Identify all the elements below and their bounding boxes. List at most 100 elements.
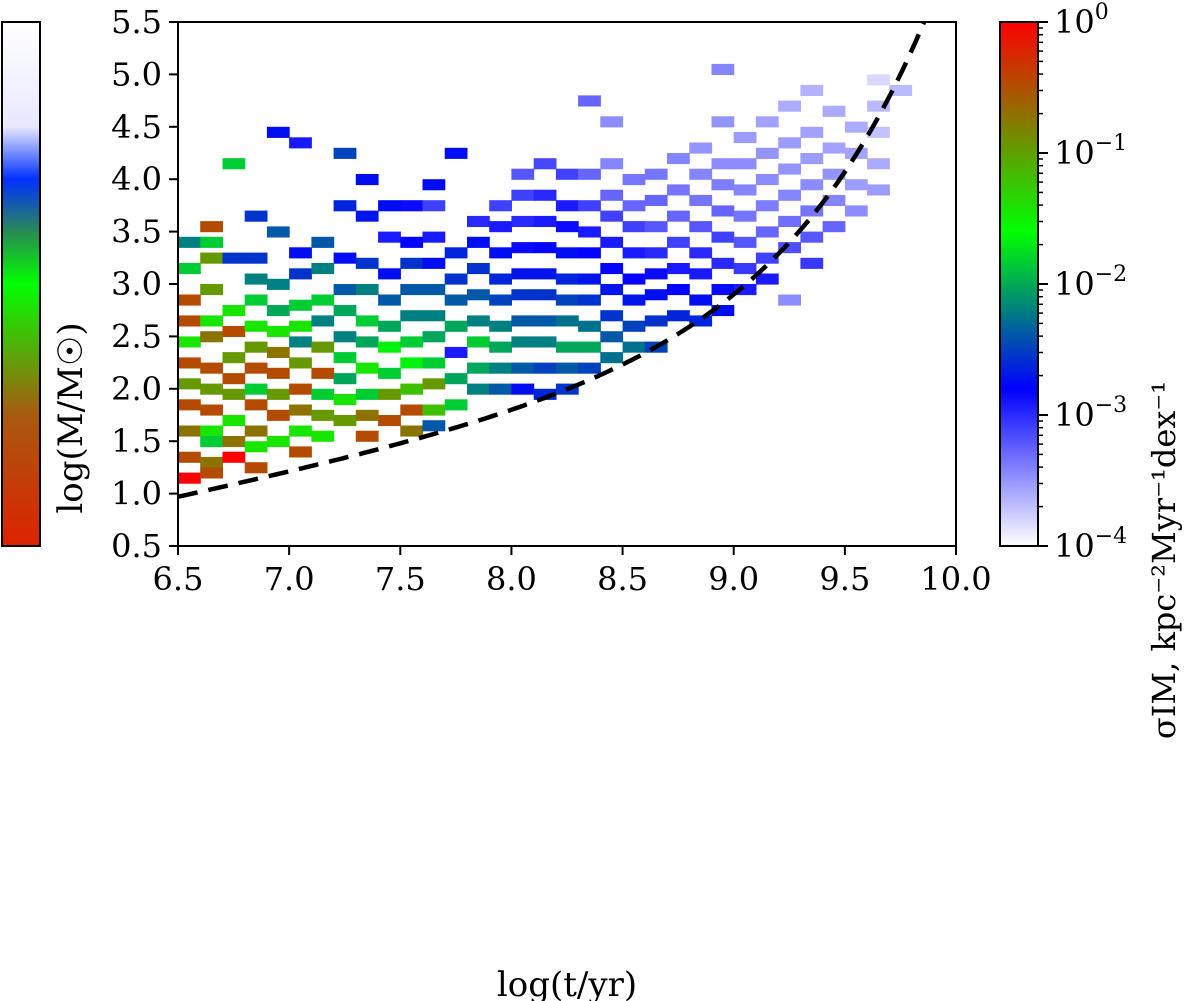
- y-tick-label: 2.0: [111, 370, 162, 408]
- heatmap-cell: [467, 362, 490, 374]
- heatmap-cell: [200, 362, 223, 374]
- heatmap-cell: [667, 210, 690, 222]
- heatmap-cell: [867, 126, 890, 138]
- heatmap-cell: [600, 210, 624, 222]
- x-tick-label: 7.5: [375, 560, 426, 598]
- heatmap-cell: [622, 174, 646, 186]
- heatmap-cell: [422, 257, 446, 269]
- heatmap-cell: [800, 205, 824, 217]
- heatmap-cell: [533, 315, 557, 327]
- heatmap-cell: [333, 252, 357, 264]
- heatmap-cell: [644, 247, 668, 259]
- heatmap-cell: [689, 294, 713, 306]
- heatmap-cell: [578, 200, 601, 212]
- heatmap-cell: [422, 284, 446, 296]
- heatmap-cell: [533, 158, 557, 170]
- heatmap-cell: [467, 263, 490, 275]
- heatmap-cell: [178, 399, 201, 411]
- x-tick-label: 6.5: [153, 560, 204, 598]
- heatmap-cell: [622, 200, 646, 212]
- heatmap-cells: [178, 63, 913, 484]
- heatmap-cell: [222, 436, 246, 448]
- y-tick-label: 4.0: [111, 160, 162, 198]
- heatmap-cell: [511, 362, 535, 374]
- heatmap-cell: [778, 215, 801, 227]
- heatmap-cell: [244, 252, 268, 264]
- heatmap-cell: [400, 383, 424, 395]
- heatmap-cell: [178, 357, 201, 369]
- heatmap-cell: [555, 247, 579, 259]
- heatmap-cell: [800, 84, 824, 96]
- heatmap-cell: [222, 352, 246, 364]
- heatmap-cell: [867, 158, 890, 170]
- heatmap-cell: [689, 194, 713, 206]
- heatmap-cell: [422, 357, 446, 369]
- heatmap-cell: [289, 268, 312, 280]
- heatmap-cell: [600, 263, 624, 275]
- heatmap-cell: [400, 425, 424, 437]
- x-tick-label: 9.0: [708, 560, 759, 598]
- heatmap-cell: [555, 200, 579, 212]
- heatmap-cell: [289, 357, 312, 369]
- heatmap-cell: [800, 257, 824, 269]
- heatmap-cell: [467, 289, 490, 301]
- heatmap-cell: [711, 116, 735, 128]
- heatmap-cell: [200, 404, 223, 416]
- heatmap-cell: [511, 289, 535, 301]
- heatmap-cell: [244, 320, 268, 332]
- heatmap-cell: [689, 221, 713, 233]
- heatmap-cell: [355, 174, 379, 186]
- heatmap-cell: [489, 200, 512, 212]
- heatmap-cell: [667, 310, 690, 322]
- heatmap-cell: [511, 268, 535, 280]
- heatmap-cell: [622, 341, 646, 353]
- heatmap-cell: [422, 231, 446, 243]
- heatmap-cell: [178, 336, 201, 348]
- heatmap-cell: [378, 415, 401, 427]
- heatmap-cell: [355, 315, 379, 327]
- heatmap-cell: [400, 404, 424, 416]
- heatmap-cell: [822, 105, 846, 117]
- heatmap-cell: [444, 294, 468, 306]
- heatmap-cell: [822, 221, 846, 233]
- heatmap-cell: [711, 257, 735, 269]
- heatmap-cell: [222, 415, 246, 427]
- heatmap-cell: [289, 336, 312, 348]
- colorbar: [999, 21, 1039, 547]
- heatmap-cell: [711, 284, 735, 296]
- y-tick-label: 3.0: [111, 265, 162, 303]
- heatmap-cell: [244, 294, 268, 306]
- heatmap-cell: [422, 179, 446, 191]
- heatmap-cell: [244, 441, 268, 453]
- heatmap-cell: [867, 100, 890, 112]
- heatmap-cell: [644, 194, 668, 206]
- heatmap-cell: [467, 383, 490, 395]
- colorbar-tick-label: 10−2: [1054, 262, 1127, 303]
- heatmap-cell: [266, 388, 290, 400]
- heatmap-cell: [200, 252, 223, 264]
- y-tick-label: 5.5: [111, 3, 162, 41]
- heatmap-cell: [600, 310, 624, 322]
- heatmap-cell: [755, 147, 779, 159]
- heatmap-cell: [844, 205, 868, 217]
- heatmap-cell: [311, 367, 335, 379]
- heatmap-cell: [600, 331, 624, 343]
- y-tick-label: 1.5: [111, 422, 162, 460]
- heatmap-cell: [244, 362, 268, 374]
- heatmap-cell: [555, 273, 579, 285]
- heatmap-cell: [622, 273, 646, 285]
- heatmap-cell: [400, 310, 424, 322]
- colorbar-ticks: 100 10−1 10−2 10−3 10−4: [1038, 0, 1127, 565]
- heatmap-cell: [400, 236, 424, 248]
- heatmap-cell: [511, 242, 535, 254]
- heatmap-cell: [200, 331, 223, 343]
- heatmap-cell: [289, 383, 312, 395]
- heatmap-cell: [311, 236, 335, 248]
- heatmap-cell: [333, 394, 357, 406]
- heatmap-cell: [667, 263, 690, 275]
- heatmap-cell: [689, 315, 713, 327]
- heatmap-cell: [489, 247, 512, 259]
- heatmap-cell: [355, 362, 379, 374]
- heatmap-cell: [178, 472, 201, 484]
